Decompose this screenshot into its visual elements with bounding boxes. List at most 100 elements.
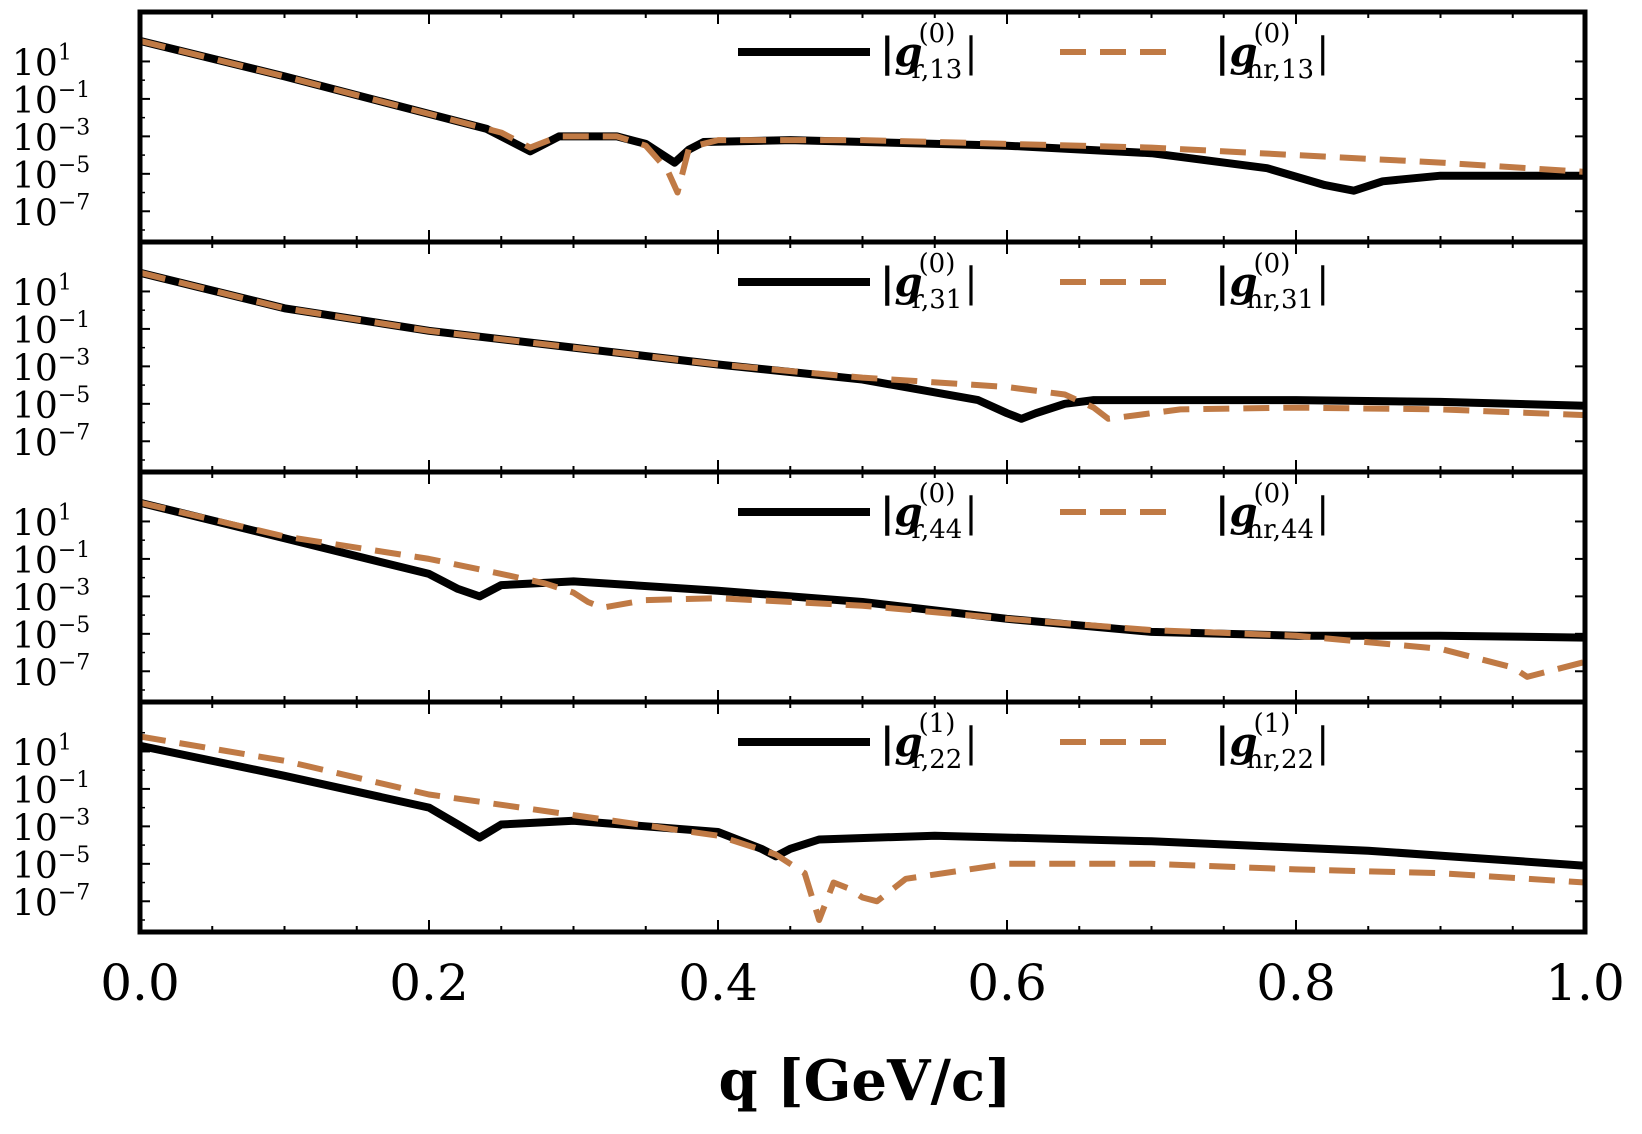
series-line-relativistic — [140, 268, 1585, 423]
y-tick-label: 101 — [12, 40, 72, 84]
series-group — [140, 268, 1585, 423]
y-tick-base: 10 — [12, 43, 58, 84]
legend-main: |g — [1215, 489, 1258, 536]
y-tick-exponent: −5 — [58, 383, 90, 408]
y-tick-label: 10−5 — [12, 843, 90, 887]
y-tick-base: 10 — [12, 386, 58, 427]
y-tick-base: 10 — [12, 771, 58, 812]
legend-label: |g(0) nr,13| — [1215, 19, 1330, 85]
y-tick-base: 10 — [12, 541, 58, 582]
y-tick-label: 10−7 — [12, 880, 90, 924]
y-tick-label: 101 — [12, 500, 72, 544]
y-tick-label: 10−3 — [12, 805, 90, 849]
y-tick-base: 10 — [12, 156, 58, 197]
legend-label: |g(0) r,13| — [880, 19, 978, 85]
legend-main: |g — [1215, 29, 1258, 76]
x-axis-title: q [GeV/c] — [718, 1048, 1011, 1114]
y-tick-label: 10−3 — [12, 115, 90, 159]
y-tick-exponent: −3 — [58, 345, 90, 370]
series-line-relativistic — [140, 498, 1585, 642]
y-tick-exponent: −5 — [58, 153, 90, 178]
panel-frame — [137, 469, 1588, 705]
legend-superscript: (0) — [919, 19, 956, 49]
legend-end: | — [1316, 30, 1329, 76]
y-tick-exponent: −5 — [58, 613, 90, 638]
y-tick-exponent: −3 — [58, 115, 90, 140]
legend-end: | — [1316, 490, 1329, 536]
y-tick-label: 10−5 — [12, 153, 90, 197]
y-tick-label: 10−1 — [12, 768, 90, 812]
y-tick-label: 10−7 — [12, 650, 90, 694]
y-tick-base: 10 — [12, 193, 58, 234]
y-tick-exponent: −1 — [58, 768, 90, 793]
legend-subscript: r,31 — [911, 285, 962, 315]
panel-frame — [137, 699, 1588, 935]
series-group — [140, 733, 1585, 923]
y-tick-exponent: −7 — [58, 880, 90, 905]
series-group — [140, 498, 1585, 680]
legend-label: |g(0) r,44| — [880, 479, 978, 545]
legend-subscript: nr,13 — [1246, 55, 1314, 85]
legend-end: | — [964, 720, 977, 766]
y-tick-label: 10−5 — [12, 383, 90, 427]
series-line-nonrelativistic — [140, 733, 1585, 923]
legend-subscript: nr,31 — [1246, 285, 1314, 315]
legend-main: |g — [880, 29, 923, 76]
x-tick-label: 0.6 — [967, 954, 1047, 1012]
series-line-relativistic — [140, 741, 1585, 870]
y-tick-exponent: −5 — [58, 843, 90, 868]
legend-end: | — [964, 260, 977, 306]
legend-superscript: (1) — [1254, 709, 1291, 739]
legend-main: |g — [880, 719, 923, 766]
y-tick-exponent: −1 — [58, 538, 90, 563]
legend-main: |g — [1215, 719, 1258, 766]
y-tick-base: 10 — [12, 653, 58, 694]
y-tick-label: 101 — [12, 270, 72, 314]
x-tick-label: 0.4 — [678, 954, 758, 1012]
y-tick-exponent: 1 — [58, 730, 72, 755]
y-tick-exponent: 1 — [58, 500, 72, 525]
series-line-nonrelativistic — [140, 499, 1585, 680]
y-tick-base: 10 — [12, 273, 58, 314]
y-tick-label: 101 — [12, 730, 72, 774]
y-tick-label: 10−3 — [12, 345, 90, 389]
legend-label: |g(0) r,31| — [880, 249, 978, 315]
y-tick-label: 10−1 — [12, 538, 90, 582]
legend-label: |g(0) nr,44| — [1215, 479, 1330, 545]
y-tick-base: 10 — [12, 423, 58, 464]
y-tick-exponent: 1 — [58, 40, 72, 65]
legend-subscript: r,13 — [911, 55, 962, 85]
legend-end: | — [1316, 260, 1329, 306]
y-tick-base: 10 — [12, 81, 58, 122]
series-group — [140, 37, 1585, 196]
y-tick-base: 10 — [12, 348, 58, 389]
y-tick-label: 10−3 — [12, 575, 90, 619]
y-tick-base: 10 — [12, 118, 58, 159]
x-tick-label: 0.8 — [1256, 954, 1336, 1012]
y-tick-label: 10−7 — [12, 190, 90, 234]
legend-subscript: nr,44 — [1246, 515, 1314, 545]
series-line-nonrelativistic — [140, 269, 1585, 422]
legend-end: | — [1316, 720, 1329, 766]
legend-subscript: r,22 — [911, 745, 962, 775]
y-tick-base: 10 — [12, 883, 58, 924]
y-tick-base: 10 — [12, 616, 58, 657]
legend-superscript: (0) — [1254, 19, 1291, 49]
legend-superscript: (0) — [1254, 479, 1291, 509]
y-tick-exponent: −3 — [58, 805, 90, 830]
legend-label: |g(0) nr,31| — [1215, 249, 1330, 315]
x-tick-label: 1.0 — [1545, 954, 1625, 1012]
legend-main: |g — [880, 259, 923, 306]
y-tick-exponent: −7 — [58, 190, 90, 215]
x-tick-label: 0.0 — [100, 954, 180, 1012]
y-tick-exponent: 1 — [58, 270, 72, 295]
y-tick-label: 10−7 — [12, 420, 90, 464]
panel-frame — [137, 9, 1588, 245]
legend-end: | — [964, 30, 977, 76]
legend-label: |g(1) r,22| — [880, 709, 978, 775]
y-tick-base: 10 — [12, 808, 58, 849]
